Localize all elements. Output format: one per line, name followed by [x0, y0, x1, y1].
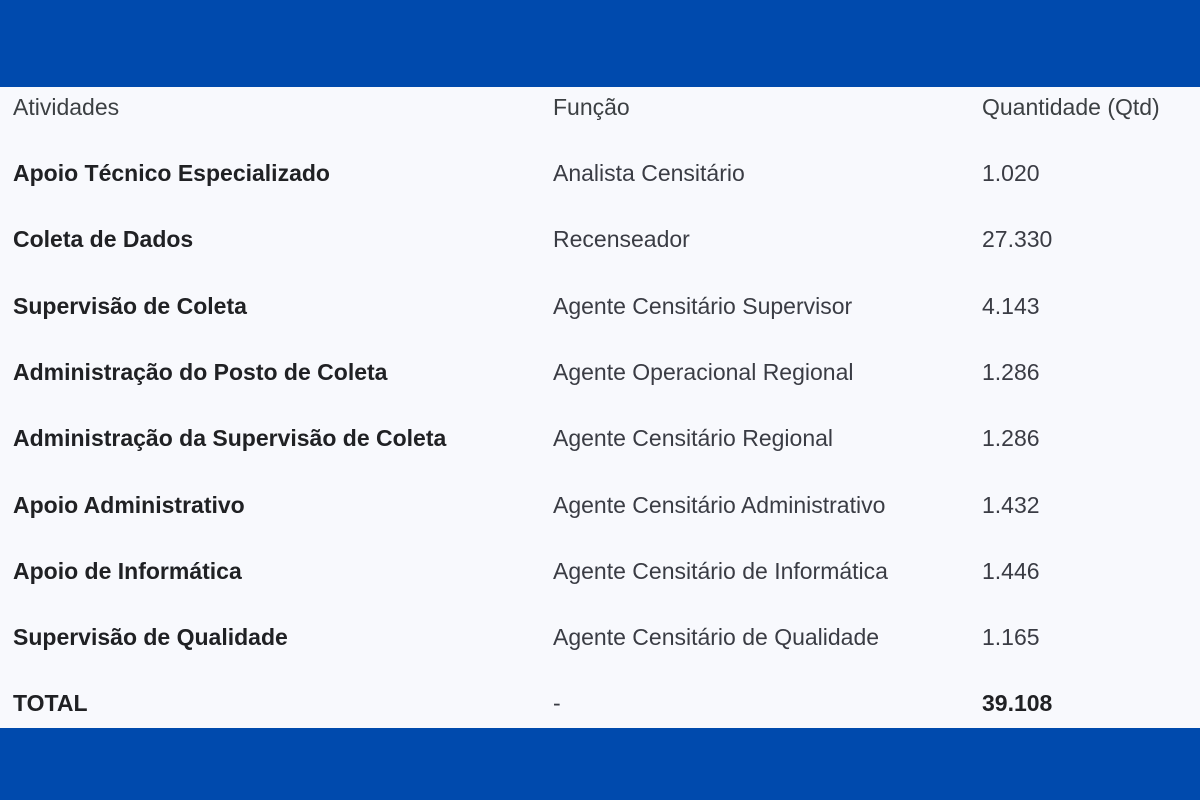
cell-atividade: Apoio Administrativo [13, 491, 245, 518]
cell-atividade: Administração da Supervisão de Coleta [13, 425, 447, 452]
cell-quantidade: 1.286 [982, 358, 1040, 385]
cell-funcao: Agente Censitário de Informática [553, 557, 888, 584]
cell-funcao: Analista Censitário [553, 160, 745, 186]
cell-quantidade: 1.446 [982, 557, 1040, 584]
cell-quantidade: 1.432 [982, 491, 1040, 518]
cell-funcao: Agente Censitário Supervisor [553, 292, 853, 319]
cell-funcao: Agente Operacional Regional [553, 358, 854, 385]
table-header: Atividades Função Quantidade (Qtd) [0, 87, 1200, 127]
table-row: Supervisão de Coleta Agente Censitário Su… [0, 286, 1200, 326]
table-row: Administração da Supervisão de Coleta Age… [0, 418, 1200, 458]
table-panel: Atividades Função Quantidade (Qtd) Apoio… [0, 87, 1200, 728]
cell-quantidade: 4.143 [982, 292, 1040, 319]
cell-quantidade: 1.020 [982, 160, 1040, 186]
table-row: Administração do Posto de Coleta Agente O… [0, 352, 1200, 392]
cell-quantidade: 27.330 [982, 226, 1053, 253]
cell-funcao: Agente Censitário Administrativo [553, 491, 886, 518]
cell-atividade: Apoio de Informática [13, 557, 242, 584]
cell-atividade: Apoio Técnico Especializado [13, 160, 330, 186]
total-label: TOTAL [13, 690, 88, 716]
cell-atividade: Supervisão de Coleta [13, 292, 247, 319]
table-row: Supervisão de Qualidade Agente Censitário… [0, 617, 1200, 657]
cell-atividade: Supervisão de Qualidade [13, 624, 288, 651]
cell-funcao: Recenseador [553, 226, 690, 253]
table-row: Apoio Administrativo Agente Censitário Ad… [0, 485, 1200, 525]
header-funcao: Função [553, 94, 630, 120]
cell-funcao: Agente Censitário Regional [553, 425, 834, 452]
cell-atividade: Coleta de Dados [13, 226, 194, 253]
table-row: Apoio de Informática Agente Censitário de… [0, 551, 1200, 591]
total-row: TOTAL - 39.108 [0, 683, 1200, 723]
table-row: Coleta de Dados Recenseador 27.330 [0, 219, 1200, 259]
header-quantidade: Quantidade (Qtd) [982, 94, 1160, 120]
table-row: Apoio Técnico Especializado Analista Cens… [0, 153, 1200, 193]
cell-quantidade: 1.165 [982, 624, 1040, 651]
header-atividades: Atividades [13, 94, 120, 120]
total-funcao: - [553, 690, 561, 716]
cell-funcao: Agente Censitário de Qualidade [553, 624, 880, 651]
cell-atividade: Administração do Posto de Coleta [13, 358, 388, 385]
total-value: 39.108 [982, 690, 1053, 716]
cell-quantidade: 1.286 [982, 425, 1040, 452]
